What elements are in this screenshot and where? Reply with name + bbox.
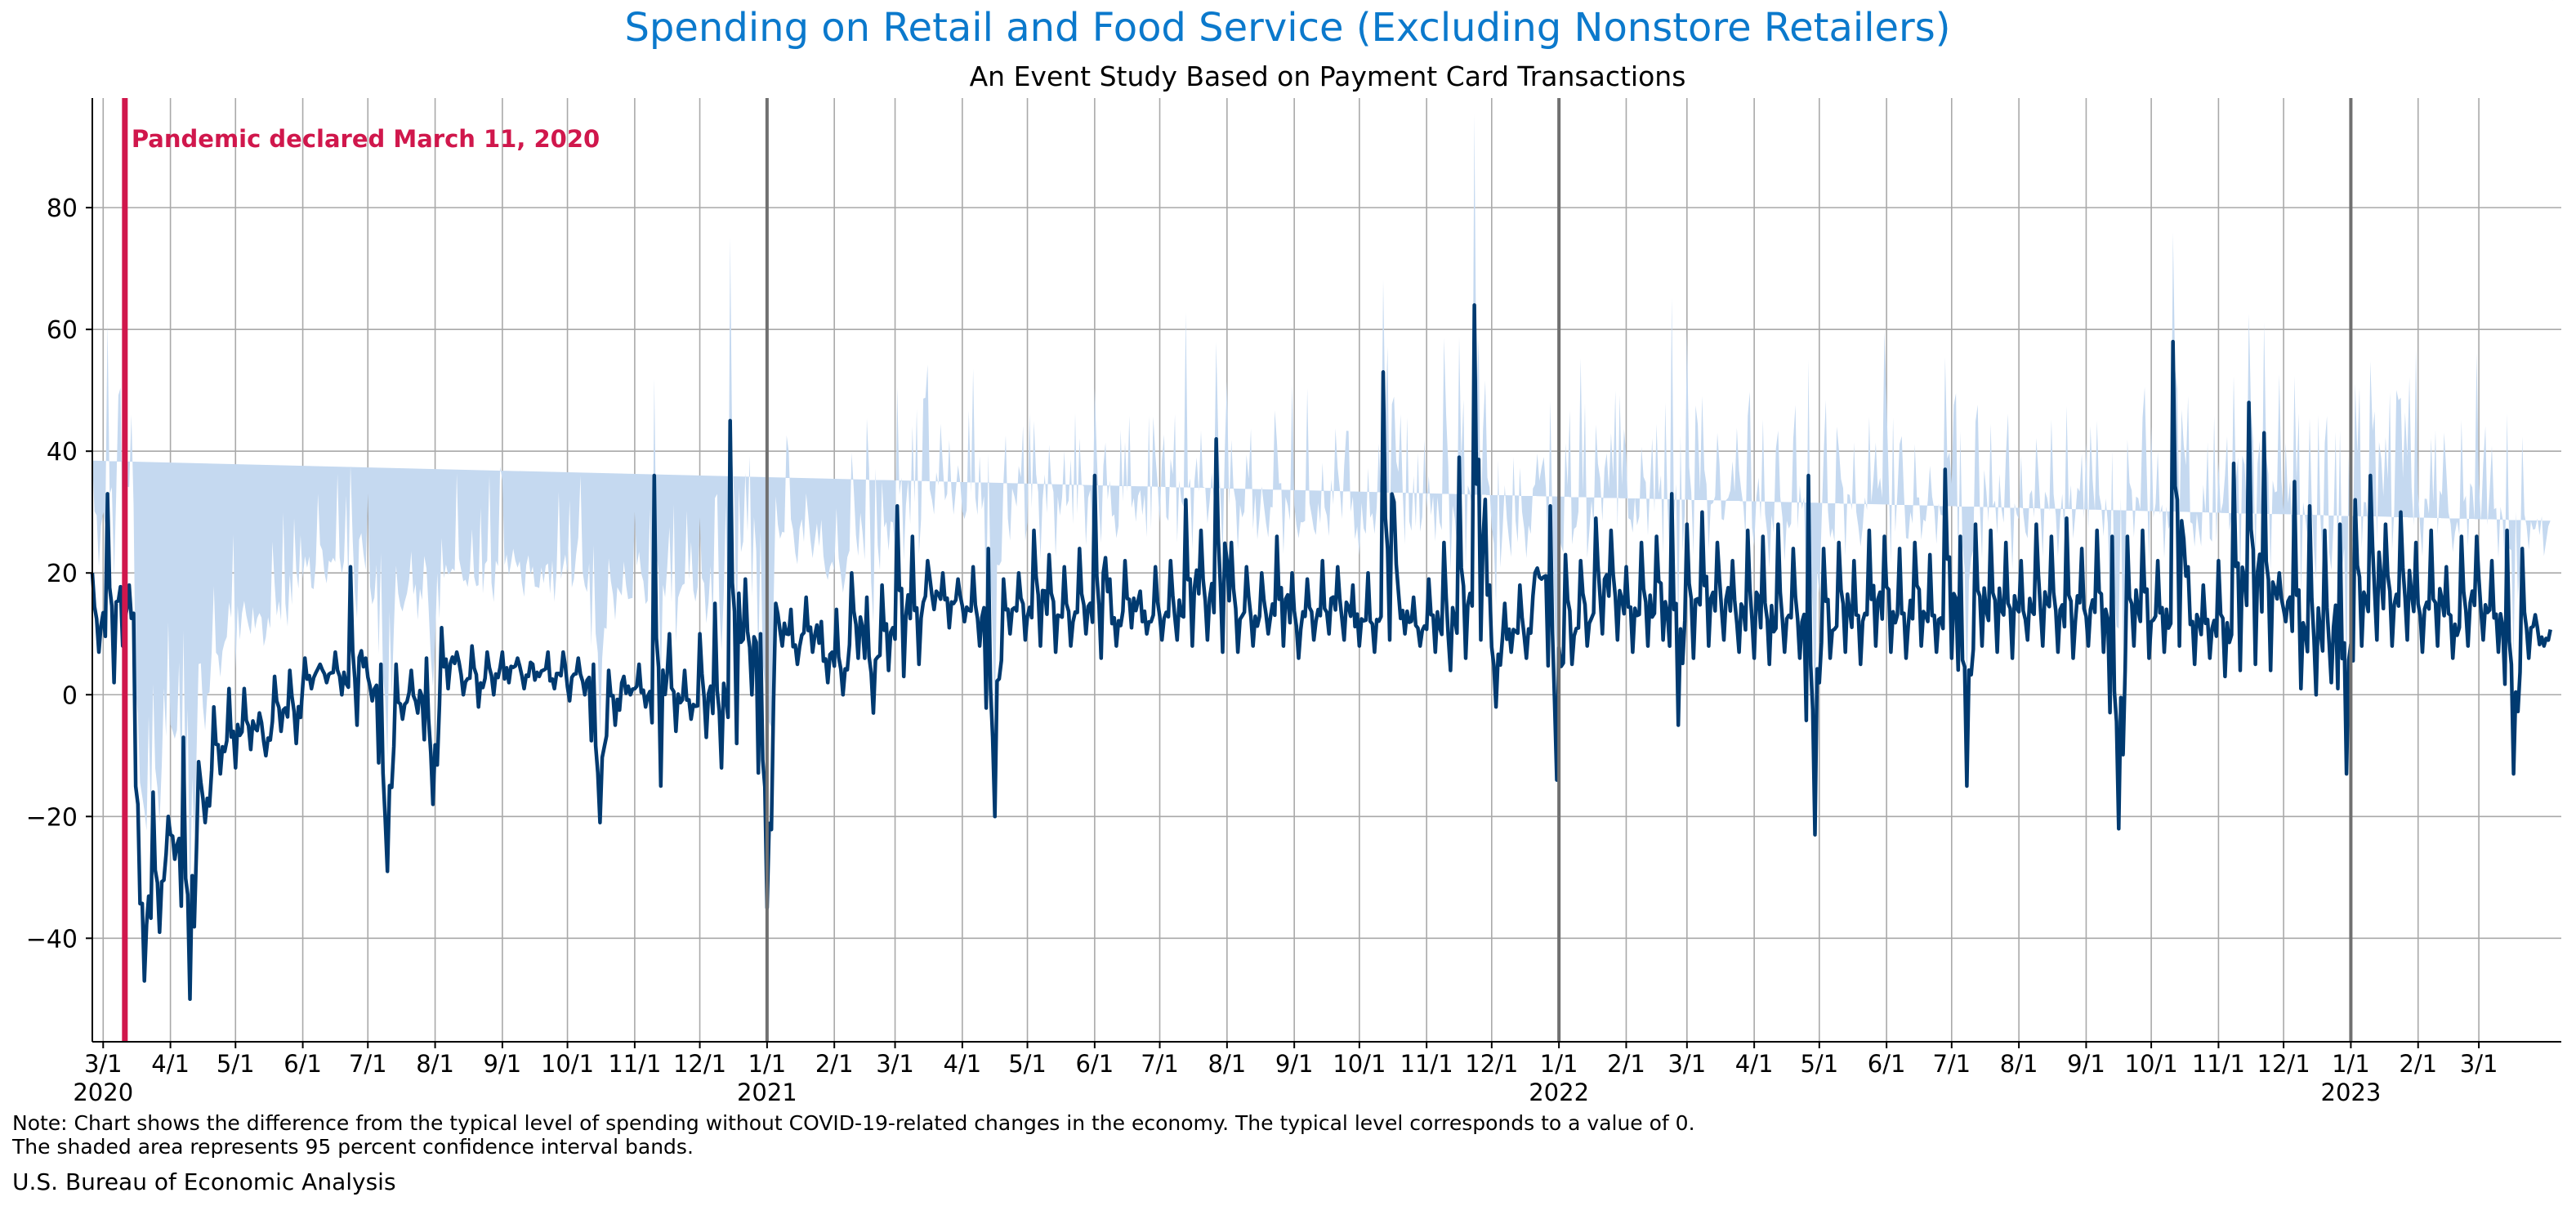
pandemic-annotation-label: Pandemic declared March 11, 2020 [132,125,600,153]
x-tick-label-34: 1/1 [2332,1050,2370,1078]
x-tick-label-10: 1/1 [748,1050,787,1078]
x-tick-label-19: 10/1 [1333,1050,1386,1078]
x-tick-label-28: 7/1 [1932,1050,1971,1078]
x-tick-label-11: 2/1 [815,1050,854,1078]
x-tick-label-9: 12/1 [673,1050,726,1078]
y-tick-label-6: 80 [47,194,78,223]
x-tick-label-16: 7/1 [1141,1050,1179,1078]
x-tick-label-14: 5/1 [1008,1050,1047,1078]
y-tick-label-2: 0 [62,681,78,710]
x-tick-label-2: 5/1 [217,1050,255,1078]
confidence-band-area [92,114,2551,913]
x-year-label-2023: 2023 [2321,1079,2382,1106]
x-tick-label-13: 4/1 [944,1050,982,1078]
x-tick-label-23: 2/1 [1607,1050,1645,1078]
y-tick-label-3: 20 [47,560,78,588]
chart-title: Spending on Retail and Food Service (Exc… [624,5,1950,51]
x-year-label-2020: 2020 [73,1079,133,1106]
x-tick-label-27: 6/1 [1868,1050,1906,1078]
source-label: U.S. Bureau of Economic Analysis [12,1168,396,1195]
confidence-band [92,114,2551,913]
x-tick-label-36: 3/1 [2460,1050,2498,1078]
note-line-1: Note: Chart shows the difference from th… [12,1111,1695,1135]
x-tick-label-35: 2/1 [2399,1050,2437,1078]
x-tick-label-25: 4/1 [1735,1050,1774,1078]
y-tick-label-4: 40 [47,438,78,467]
x-tick-label-29: 8/1 [2000,1050,2038,1078]
series-lines [90,0,2553,1002]
x-tick-label-17: 8/1 [1208,1050,1247,1078]
x-tick-label-15: 6/1 [1076,1050,1114,1078]
x-tick-label-12: 3/1 [876,1050,914,1078]
x-tick-label-5: 8/1 [416,1050,454,1078]
chart-subtitle: An Event Study Based on Payment Card Tra… [970,60,1686,92]
x-tick-label-8: 11/1 [608,1050,661,1078]
pandemic-annotation-group: Pandemic declared March 11, 2020 [122,98,600,1042]
axes [92,98,2561,1043]
x-tick-label-20: 11/1 [1400,1050,1453,1078]
x-tick-label-26: 5/1 [1800,1050,1838,1078]
x-year-label-2022: 2022 [1529,1079,1589,1106]
y-axis-ticks: −40 −20 0 20 40 60 80 [26,194,92,954]
x-tick-label-0: 3/1 [84,1050,123,1078]
x-tick-label-18: 9/1 [1275,1050,1314,1078]
year-divider-lines [765,98,2353,1042]
x-tick-label-33: 12/1 [2257,1050,2310,1078]
x-tick-label-7: 10/1 [541,1050,594,1078]
x-tick-label-1: 4/1 [151,1050,190,1078]
y-tick-label-1: −20 [26,803,78,832]
x-tick-label-4: 7/1 [349,1050,387,1078]
x-tick-label-21: 12/1 [1465,1050,1518,1078]
x-tick-label-30: 9/1 [2067,1050,2105,1078]
x-tick-label-24: 3/1 [1667,1050,1706,1078]
y-tick-label-5: 60 [47,316,78,345]
note-line-2: The shaded area represents 95 percent co… [11,1135,694,1159]
y-tick-label-0: −40 [26,925,78,954]
x-tick-label-22: 1/1 [1540,1050,1578,1078]
x-tick-label-6: 9/1 [484,1050,522,1078]
x-tick-label-3: 6/1 [283,1050,322,1078]
x-year-label-2021: 2021 [737,1079,797,1106]
spending-series-line [90,303,2552,1002]
x-tick-label-32: 11/1 [2192,1050,2245,1078]
x-tick-label-31: 10/1 [2125,1050,2178,1078]
